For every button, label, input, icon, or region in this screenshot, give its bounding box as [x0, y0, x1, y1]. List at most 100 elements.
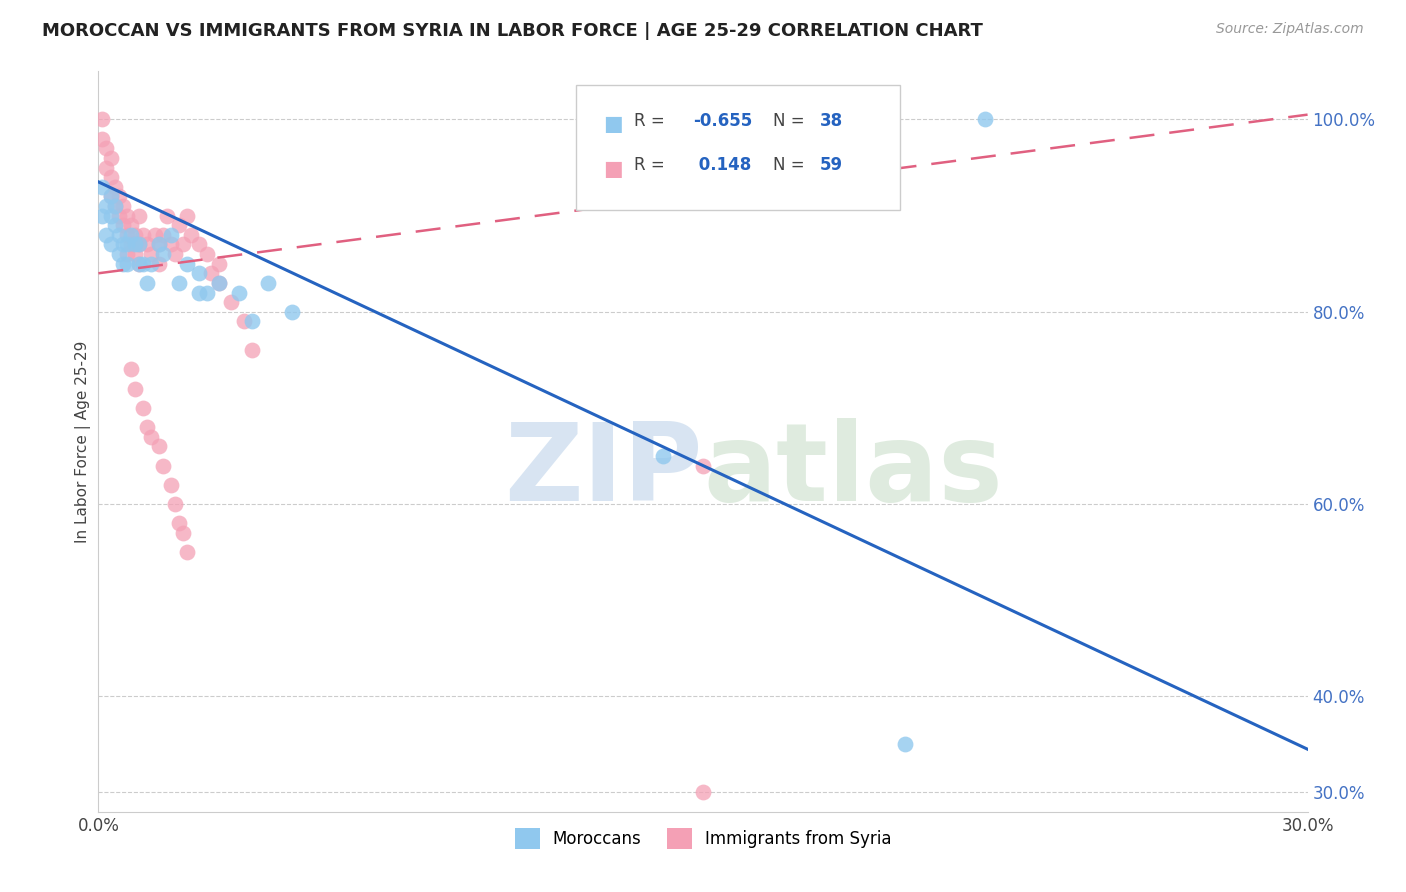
Point	[160, 237, 183, 252]
Point	[115, 209, 138, 223]
Point	[240, 314, 263, 328]
Point	[111, 237, 134, 252]
Point	[176, 209, 198, 223]
Point	[188, 237, 211, 252]
Point	[124, 382, 146, 396]
Point	[132, 227, 155, 242]
Point	[120, 237, 142, 252]
Legend: Moroccans, Immigrants from Syria: Moroccans, Immigrants from Syria	[508, 822, 898, 855]
Point	[176, 257, 198, 271]
Point	[135, 237, 157, 252]
Point	[160, 227, 183, 242]
Point	[135, 276, 157, 290]
Point	[100, 189, 122, 203]
Point	[91, 112, 114, 127]
Point	[172, 525, 194, 540]
Text: 38: 38	[820, 112, 842, 129]
Point	[132, 401, 155, 415]
Point	[139, 430, 162, 444]
Point	[188, 285, 211, 300]
Text: 59: 59	[820, 156, 842, 174]
Point	[974, 112, 997, 127]
Point	[120, 362, 142, 376]
Point	[195, 285, 218, 300]
Point	[208, 276, 231, 290]
Point	[256, 276, 278, 290]
Point	[208, 276, 231, 290]
Point	[107, 209, 129, 223]
Point	[91, 179, 114, 194]
Point	[128, 237, 150, 252]
Point	[148, 237, 170, 252]
Point	[100, 151, 122, 165]
Point	[163, 497, 186, 511]
Point	[128, 209, 150, 223]
Point	[128, 237, 150, 252]
Point	[111, 199, 134, 213]
Point	[128, 257, 150, 271]
Point	[96, 199, 118, 213]
Point	[124, 247, 146, 261]
Point	[128, 257, 150, 271]
Point	[240, 343, 263, 358]
Point	[96, 141, 118, 155]
Point	[100, 209, 122, 223]
Point	[103, 179, 125, 194]
Point	[167, 276, 190, 290]
Point	[139, 257, 162, 271]
Point	[132, 257, 155, 271]
Point	[152, 247, 174, 261]
Point	[172, 237, 194, 252]
Text: Source: ZipAtlas.com: Source: ZipAtlas.com	[1216, 22, 1364, 37]
Point	[103, 199, 125, 213]
Point	[100, 170, 122, 185]
Point	[163, 247, 186, 261]
Point	[107, 227, 129, 242]
Point	[91, 209, 114, 223]
Point	[893, 738, 915, 752]
Point	[148, 237, 170, 252]
Point	[152, 227, 174, 242]
Point	[160, 478, 183, 492]
Point	[148, 257, 170, 271]
Point	[143, 227, 166, 242]
Point	[96, 161, 118, 175]
Text: N =: N =	[773, 112, 810, 129]
Point	[692, 458, 714, 473]
Point	[111, 218, 134, 232]
Point	[135, 420, 157, 434]
Point	[124, 227, 146, 242]
Text: 0.148: 0.148	[693, 156, 751, 174]
Point	[195, 247, 218, 261]
Point	[91, 131, 114, 145]
Point	[176, 545, 198, 559]
Point	[208, 257, 231, 271]
Point	[100, 237, 122, 252]
Text: ■: ■	[603, 114, 623, 134]
Point	[232, 314, 254, 328]
Text: atlas: atlas	[703, 418, 1002, 524]
Point	[115, 257, 138, 271]
Y-axis label: In Labor Force | Age 25-29: In Labor Force | Age 25-29	[76, 341, 91, 542]
Point	[107, 189, 129, 203]
Point	[100, 189, 122, 203]
Point	[103, 199, 125, 213]
Text: MOROCCAN VS IMMIGRANTS FROM SYRIA IN LABOR FORCE | AGE 25-29 CORRELATION CHART: MOROCCAN VS IMMIGRANTS FROM SYRIA IN LAB…	[42, 22, 983, 40]
Point	[111, 257, 134, 271]
Point	[180, 227, 202, 242]
Point	[188, 266, 211, 280]
Point	[115, 237, 138, 252]
Point	[692, 785, 714, 799]
Point	[124, 237, 146, 252]
Point	[120, 227, 142, 242]
Point	[221, 295, 243, 310]
Text: -0.655: -0.655	[693, 112, 752, 129]
Point	[167, 516, 190, 531]
Point	[156, 209, 179, 223]
Point	[651, 449, 673, 463]
Point	[148, 439, 170, 453]
Point	[281, 304, 304, 318]
Point	[120, 218, 142, 232]
Point	[139, 247, 162, 261]
Point	[103, 218, 125, 232]
